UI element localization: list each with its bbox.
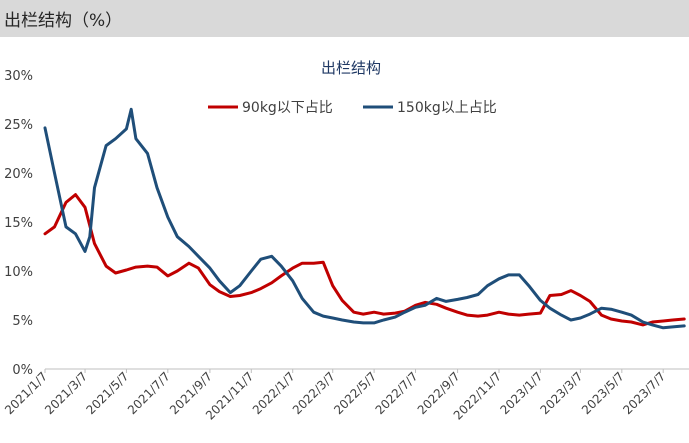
y-tick-label: 20% bbox=[4, 167, 33, 182]
x-tick-label: 2021/5/7 bbox=[84, 369, 132, 417]
y-tick-label: 15% bbox=[4, 216, 33, 231]
x-tick-label: 2023/5/7 bbox=[579, 369, 627, 417]
legend-label: 150kg以上占比 bbox=[397, 100, 497, 116]
x-tick-label: 2023/1/7 bbox=[497, 369, 545, 417]
y-tick-label: 5% bbox=[12, 314, 33, 329]
y-tick-label: 0% bbox=[12, 363, 33, 378]
series-line-150kg bbox=[43, 107, 686, 330]
x-tick-label: 2022/3/7 bbox=[290, 369, 338, 417]
series-line-90kg bbox=[43, 193, 686, 327]
x-tick-label: 2022/5/7 bbox=[331, 369, 379, 417]
x-tick-label: 2023/7/7 bbox=[620, 369, 668, 417]
x-tick-label: 2022/1/7 bbox=[250, 369, 298, 417]
plot-area bbox=[43, 107, 686, 330]
line-chart: 出栏结构 90kg以下占比 150kg以上占比 0% 5% 10% 15% 20% 25% 3… bbox=[2, 59, 689, 423]
y-tick-label: 30% bbox=[4, 69, 33, 84]
x-tick-label: 2021/7/7 bbox=[125, 369, 173, 417]
x-axis: 2021/1/72021/3/72021/5/72021/7/72021/9/7… bbox=[2, 368, 689, 423]
chart-title: 出栏结构 bbox=[321, 59, 381, 77]
panel-header: 出栏结构（%） bbox=[0, 0, 689, 37]
x-tick-label: 2022/7/7 bbox=[373, 369, 421, 417]
y-tick-label: 25% bbox=[4, 118, 33, 133]
y-tick-label: 10% bbox=[4, 265, 33, 280]
legend: 90kg以下占比 150kg以上占比 bbox=[208, 100, 497, 116]
legend-label: 90kg以下占比 bbox=[242, 100, 333, 116]
x-tick-label: 2023/3/7 bbox=[538, 369, 586, 417]
panel-title: 出栏结构（%） bbox=[4, 11, 123, 31]
x-tick-label: 2021/3/7 bbox=[42, 369, 90, 417]
y-axis: 0% 5% 10% 15% 20% 25% 30% bbox=[4, 69, 33, 378]
